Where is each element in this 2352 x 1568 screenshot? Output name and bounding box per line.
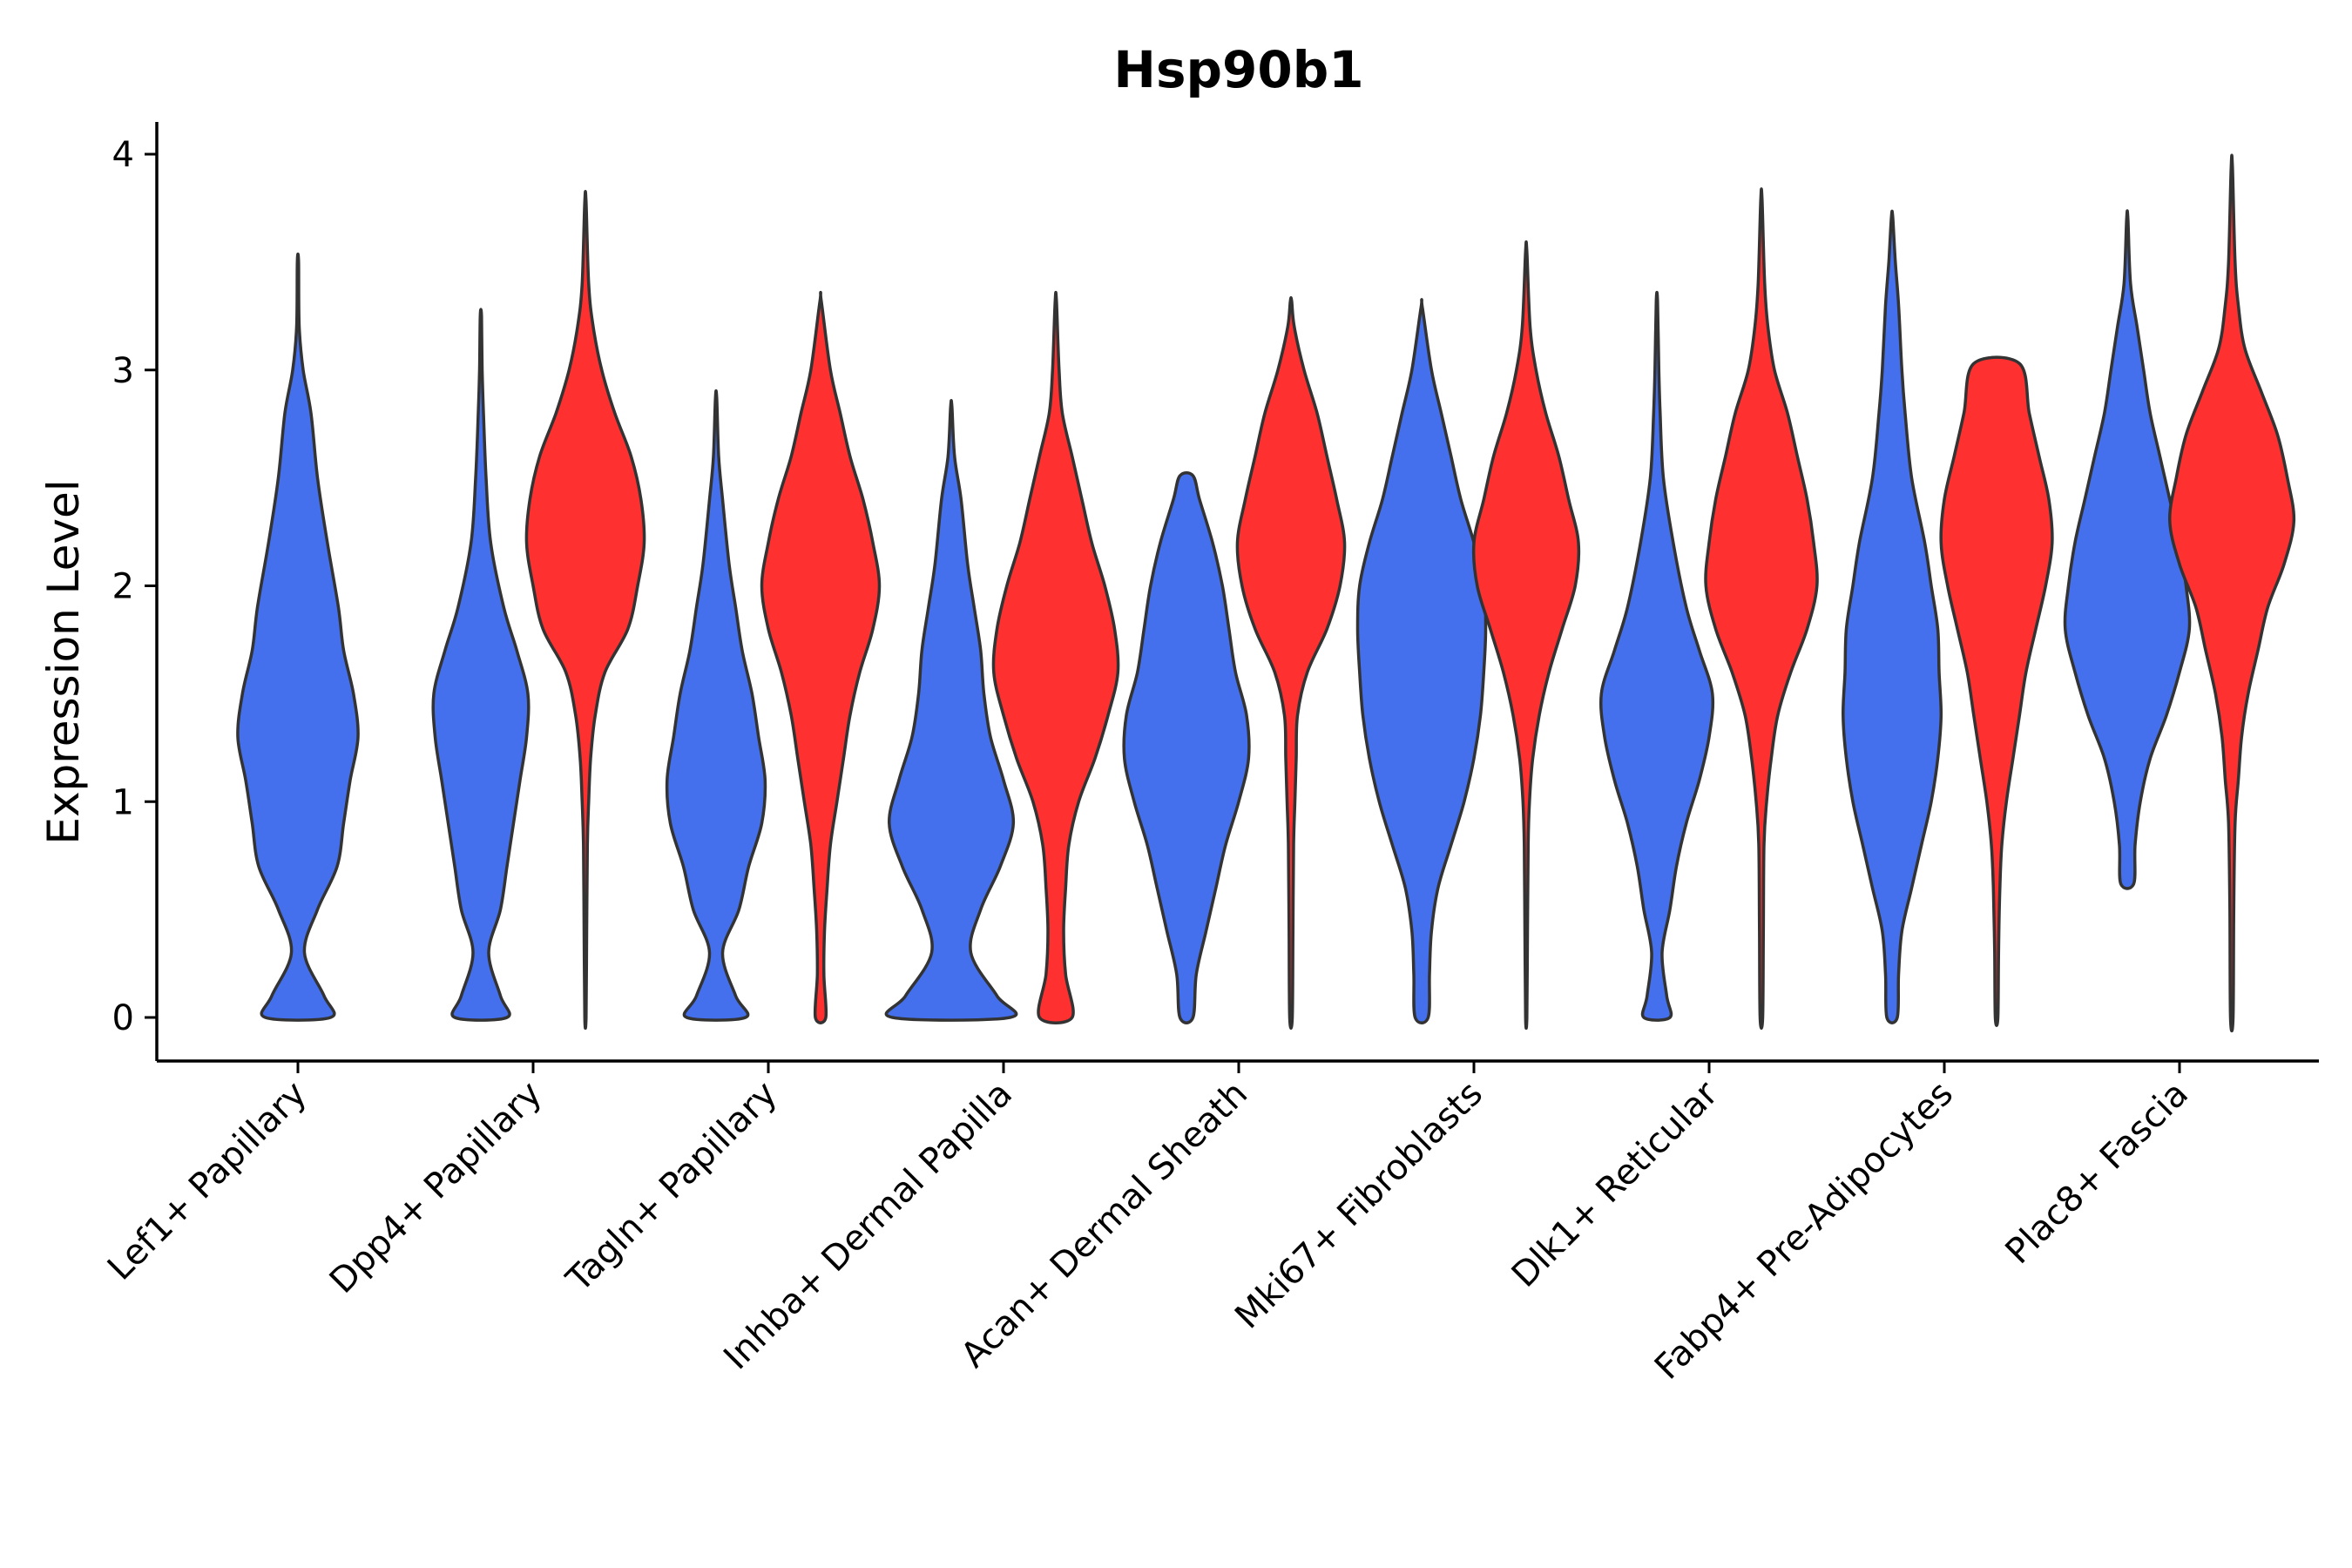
violin-group_b-inhba-dermal-papilla: [991, 290, 1120, 1024]
violin-group_b-tagln-papillary: [760, 290, 882, 1024]
violin-group_b-dpp4-papillary: [524, 189, 646, 1031]
y-tick-label: 0: [112, 998, 134, 1038]
x-tick-label-dpp4-papillary: Dpp4+ Papillary: [322, 1074, 550, 1301]
violin-group_a-mki67-fibroblasts: [1355, 298, 1488, 1024]
y-tick-label: 4: [112, 135, 134, 175]
y-tick-label: 2: [112, 567, 134, 607]
violin-group_a-tagln-papillary: [665, 389, 767, 1022]
violin-group_b-plac8-fascia: [2168, 153, 2296, 1033]
x-tick-label-mki67-fibroblasts: Mki67+ Fibroblasts: [1227, 1074, 1490, 1337]
x-tick-label-tagln-papillary: Tagln+ Papillary: [558, 1074, 785, 1301]
violin-group_b-fabp4-pre-adipocytes: [1939, 355, 2054, 1028]
violin-group_a-lef1-papillary: [236, 252, 360, 1022]
x-tick-label-plac8-fascia: Plac8+ Fascia: [1998, 1074, 2197, 1273]
violin-group_a-plac8-fascia: [2063, 209, 2192, 890]
violin-group_a-inhba-dermal-papilla: [884, 399, 1018, 1022]
violins-layer: [236, 153, 2296, 1033]
y-axis: 0 1 2 3 4: [112, 122, 159, 1061]
y-tick-label: 3: [112, 351, 134, 391]
chart-title: Hsp90b1: [1113, 40, 1363, 99]
y-axis-label: Expression Level: [38, 479, 89, 844]
violin-group_a-acan-dermal-sheath: [1122, 470, 1251, 1024]
y-tick-label: 1: [112, 782, 134, 822]
x-tick-label-dlk1-reticular: Dlk1+ Reticular: [1504, 1073, 1727, 1295]
x-tick-label-lef1-papillary: Lef1+ Papillary: [100, 1074, 314, 1288]
violin-group_a-dlk1-reticular: [1598, 290, 1715, 1022]
x-axis: Lef1+ Papillary Dpp4+ Papillary Tagln+ Pap…: [100, 1059, 2319, 1388]
violin-group_b-dlk1-reticular: [1704, 187, 1819, 1031]
violin-group_a-fabp4-pre-adipocytes: [1842, 209, 1943, 1024]
violin-group_a-dpp4-papillary: [431, 308, 531, 1022]
violin-group_b-mki67-fibroblasts: [1471, 240, 1581, 1031]
violin-group_b-acan-dermal-sheath: [1235, 296, 1347, 1031]
